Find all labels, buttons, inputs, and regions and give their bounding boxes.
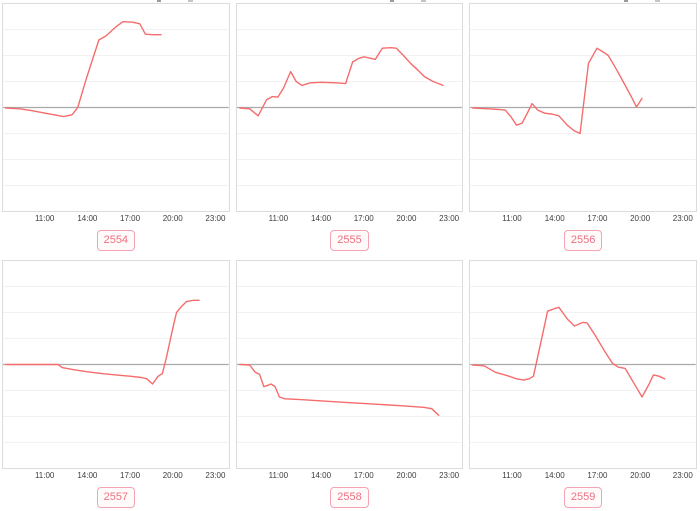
x-tick-label: 11:00 — [34, 214, 55, 223]
line-chart-2559 — [469, 260, 697, 469]
x-tick-label: 20:00 — [630, 214, 651, 223]
clipped-title-remnant — [156, 0, 193, 2]
x-tick-label: 14:00 — [544, 214, 565, 223]
clipped-title-remnant — [390, 0, 427, 2]
chart-cell-2556: 11:00 14:00 17:00 20:00 23:00 2556 — [469, 0, 697, 254]
x-tick-label: 17:00 — [120, 471, 141, 480]
badge-row: 2559 — [469, 487, 697, 511]
x-tick-label: 23:00 — [205, 471, 226, 480]
chart-id-badge[interactable]: 2558 — [330, 487, 369, 508]
x-tick-label: 17:00 — [353, 471, 374, 480]
x-axis-ticks: 11:00 14:00 17:00 20:00 23:00 — [236, 470, 464, 482]
x-tick-label: 23:00 — [672, 214, 693, 223]
chart-cell-2555: 11:00 14:00 17:00 20:00 23:00 2555 — [235, 0, 464, 254]
x-tick-label: 11:00 — [502, 214, 522, 223]
data-line — [238, 47, 444, 117]
x-axis-ticks: 11:00 14:00 17:00 20:00 23:00 — [2, 213, 230, 225]
chart-canvas — [236, 29, 463, 186]
data-line — [472, 47, 644, 135]
data-line — [5, 21, 162, 118]
x-tick-label: 20:00 — [630, 471, 651, 480]
line-chart-2555 — [235, 3, 464, 212]
x-tick-label: 20:00 — [396, 214, 417, 223]
chart-canvas — [3, 286, 229, 443]
x-tick-label: 11:00 — [34, 471, 55, 480]
x-tick-label: 23:00 — [439, 471, 460, 480]
x-tick-label: 14:00 — [311, 214, 332, 223]
x-tick-label: 20:00 — [162, 471, 183, 480]
data-line — [238, 363, 440, 416]
badge-row: 2557 — [2, 487, 230, 511]
x-axis-ticks: 11:00 14:00 17:00 20:00 23:00 — [469, 213, 697, 225]
chart-id-badge[interactable]: 2559 — [563, 487, 603, 508]
x-tick-label: 23:00 — [672, 471, 693, 480]
x-tick-label: 20:00 — [162, 214, 183, 223]
chart-canvas — [3, 21, 229, 186]
line-chart-2554 — [2, 3, 230, 212]
x-tick-label: 17:00 — [587, 214, 608, 223]
chart-cell-2559: 11:00 14:00 17:00 20:00 23:00 2559 — [469, 260, 697, 511]
data-line — [472, 306, 666, 398]
x-axis-ticks: 11:00 14:00 17:00 20:00 23:00 — [236, 213, 464, 225]
x-tick-label: 14:00 — [311, 471, 332, 480]
x-tick-label: 17:00 — [353, 214, 374, 223]
chart-id-badge[interactable]: 2555 — [330, 230, 369, 251]
chart-canvas — [470, 286, 696, 443]
chart-cell-2558: 11:00 14:00 17:00 20:00 23:00 2558 — [235, 260, 464, 511]
line-chart-2556 — [469, 3, 697, 212]
badge-row: 2558 — [236, 487, 464, 511]
chart-id-badge[interactable]: 2556 — [563, 230, 603, 251]
line-chart-2558 — [235, 260, 464, 469]
x-tick-label: 11:00 — [268, 471, 289, 480]
x-tick-label: 11:00 — [268, 214, 289, 223]
x-tick-label: 20:00 — [396, 471, 417, 480]
badge-row: 2556 — [469, 230, 697, 254]
x-axis-ticks: 11:00 14:00 17:00 20:00 23:00 — [469, 470, 697, 482]
chart-id-badge[interactable]: 2557 — [96, 487, 136, 508]
x-tick-label: 14:00 — [544, 471, 565, 480]
x-tick-label: 17:00 — [120, 214, 141, 223]
x-tick-label: 17:00 — [587, 471, 608, 480]
x-tick-label: 23:00 — [439, 214, 460, 223]
x-tick-label: 11:00 — [502, 471, 522, 480]
line-chart-2557 — [2, 260, 230, 469]
data-line — [5, 299, 200, 385]
x-axis-ticks: 11:00 14:00 17:00 20:00 23:00 — [2, 470, 230, 482]
badge-row: 2555 — [236, 230, 464, 254]
clipped-title-remnant — [624, 0, 661, 2]
x-tick-label: 14:00 — [77, 471, 98, 480]
x-tick-label: 23:00 — [205, 214, 226, 223]
chart-canvas — [236, 286, 463, 443]
chart-id-badge[interactable]: 2554 — [96, 230, 136, 251]
x-tick-label: 14:00 — [77, 214, 98, 223]
chart-cell-2557: 11:00 14:00 17:00 20:00 23:00 2557 — [2, 260, 230, 511]
badge-row: 2554 — [2, 230, 230, 254]
chart-canvas — [470, 29, 696, 186]
chart-cell-2554: 11:00 14:00 17:00 20:00 23:00 2554 — [2, 0, 230, 254]
